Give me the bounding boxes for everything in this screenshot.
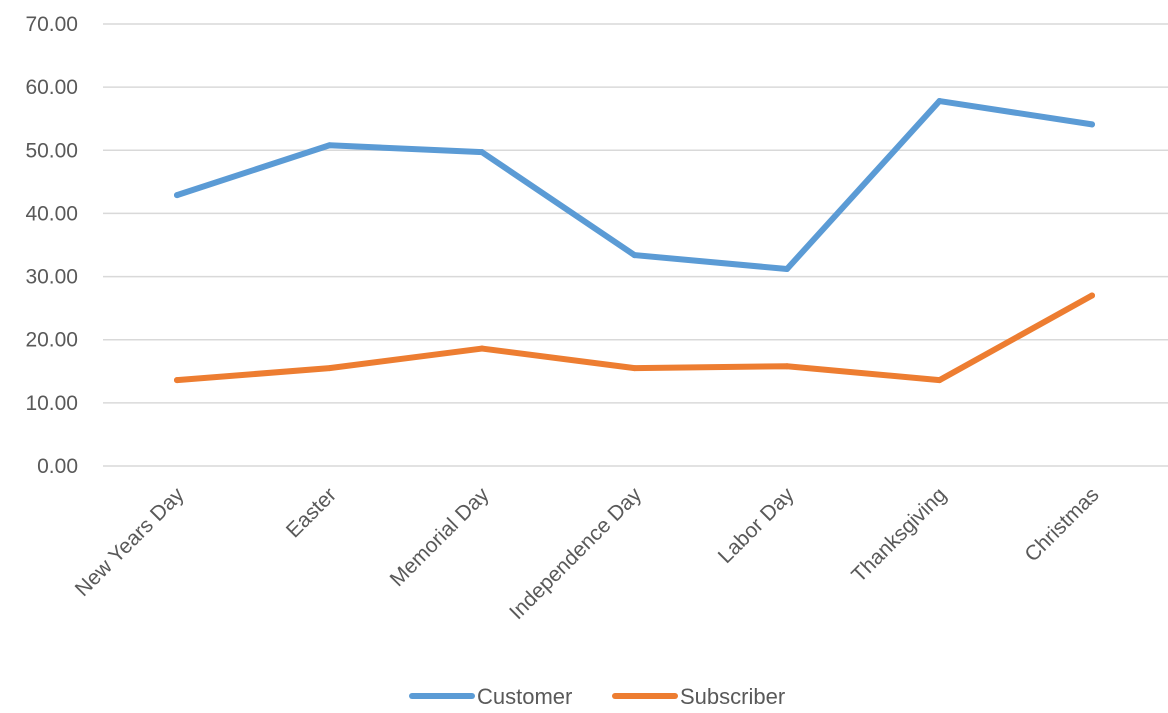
- x-tick-label: Thanksgiving: [847, 483, 951, 587]
- x-tick-label: Labor Day: [714, 483, 799, 568]
- x-tick-label: New Years Day: [71, 483, 189, 601]
- y-tick-label: 50.00: [25, 139, 78, 162]
- y-tick-label: 0.00: [37, 455, 78, 478]
- data-point-subscriber: [326, 365, 333, 372]
- y-tick-label: 70.00: [25, 13, 78, 36]
- data-point-customer: [784, 265, 790, 272]
- x-tick-label: Independence Day: [505, 483, 646, 624]
- y-tick-label: 60.00: [25, 76, 78, 99]
- data-point-customer: [1089, 121, 1095, 128]
- y-tick-label: 30.00: [25, 266, 78, 289]
- x-tick-label: Christmas: [1020, 483, 1103, 566]
- legend-label-customer: Customer: [477, 684, 572, 709]
- data-point-customer: [326, 142, 333, 149]
- data-point-subscriber: [936, 377, 943, 384]
- x-tick-label: Memorial Day: [386, 483, 494, 591]
- data-point-subscriber: [1089, 292, 1095, 299]
- gridlines: [103, 23, 1168, 467]
- series-group: [174, 98, 1095, 384]
- data-point-customer: [936, 98, 943, 105]
- data-point-subscriber: [784, 363, 790, 370]
- legend-label-subscriber: Subscriber: [680, 684, 785, 709]
- data-point-customer: [631, 252, 638, 259]
- y-tick-label: 40.00: [25, 202, 78, 225]
- y-tick-label: 20.00: [25, 329, 78, 352]
- data-point-customer: [479, 149, 485, 156]
- data-point-subscriber: [631, 365, 638, 372]
- x-axis: New Years Day Easter Memorial Day Independe…: [71, 483, 1104, 624]
- legend: Customer Subscriber: [409, 684, 785, 709]
- y-tick-label: 10.00: [25, 392, 78, 415]
- series-line-customer: [174, 98, 1095, 272]
- x-tick-label: Easter: [282, 483, 341, 542]
- y-axis: 0.00 10.00 20.00 30.00 40.00 50.00 60.00 70.00: [25, 13, 78, 478]
- data-point-subscriber: [174, 377, 180, 384]
- data-point-customer: [174, 192, 180, 199]
- data-point-subscriber: [479, 345, 485, 352]
